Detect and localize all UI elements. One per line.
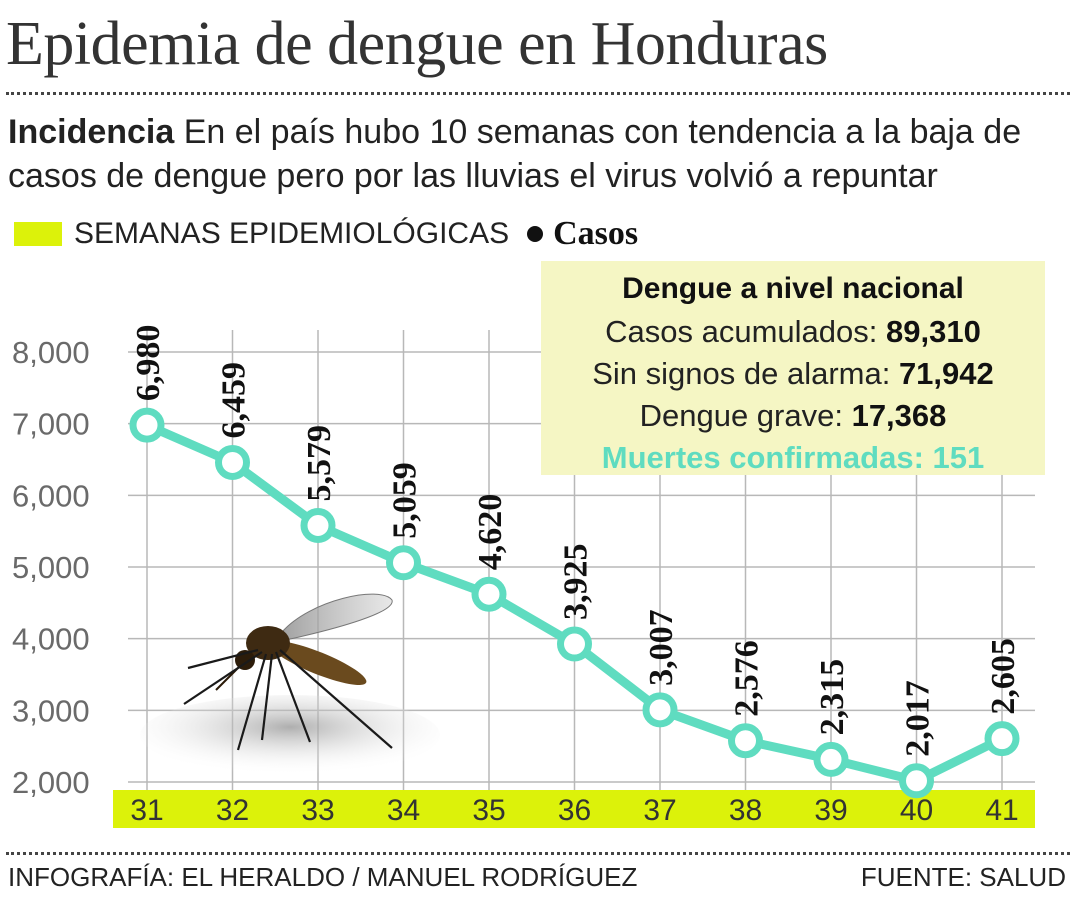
data-point: [386, 545, 421, 581]
data-point: [215, 444, 250, 480]
legend-weeks-swatch: [14, 222, 62, 246]
data-point: [557, 626, 592, 662]
severe-label: Dengue grave:: [639, 398, 852, 433]
y-tick-label: 4,000: [12, 622, 90, 657]
no-alarm-value: 71,942: [898, 356, 994, 391]
x-tick-label: 31: [130, 794, 163, 827]
mosquito-leg: [236, 653, 268, 751]
mosquito-leg: [183, 651, 263, 705]
data-label: 5,059: [387, 462, 424, 539]
summary-accumulated: Casos acumulados: 89,310: [541, 311, 1045, 353]
week-band: [113, 790, 1035, 828]
data-label: 4,620: [472, 494, 509, 571]
x-tick-label: 37: [643, 794, 676, 827]
mosquito-illustration: [140, 593, 440, 775]
title-divider: [6, 92, 1070, 95]
x-tick-label: 35: [472, 794, 505, 827]
footer-source: FUENTE: SALUD: [860, 862, 1066, 892]
data-label: 6,459: [216, 362, 253, 439]
x-tick-label: 34: [387, 794, 420, 827]
legend-cases-label: Casos: [553, 215, 639, 252]
subtitle-lead: Incidencia: [8, 113, 175, 151]
mosquito-shadow: [140, 695, 440, 775]
data-label: 2,576: [729, 640, 766, 717]
x-tick-label: 36: [558, 794, 591, 827]
data-label: 2,605: [985, 638, 1022, 715]
data-label: 6,980: [130, 325, 167, 402]
data-point: [642, 692, 678, 728]
x-tick-label: 33: [301, 794, 334, 827]
data-point: [471, 576, 507, 612]
y-tick-label: 2,000: [12, 765, 90, 800]
mosquito-leg: [187, 648, 259, 670]
data-label: 3,925: [558, 544, 595, 621]
footer-credit: INFOGRAFÍA: EL HERALDO / MANUEL RODRÍGUE…: [8, 862, 638, 892]
mosquito-wing: [281, 593, 393, 641]
x-tick-label: 39: [814, 794, 847, 827]
mosquito-thorax: [246, 626, 290, 660]
x-tick-label: 38: [729, 794, 762, 827]
accumulated-label: Casos acumulados:: [605, 314, 887, 349]
y-tick-label: 8,000: [12, 335, 90, 370]
data-point: [728, 723, 763, 759]
legend: SEMANAS EPIDEMIOLÓGICAS Casos: [14, 214, 638, 254]
x-tick-label: 32: [216, 794, 249, 827]
national-summary-box: Dengue a nivel nacional Casos acumulados…: [541, 261, 1045, 475]
data-label: 5,579: [301, 425, 338, 502]
data-label: 2,017: [900, 680, 937, 757]
x-tick-label: 40: [900, 794, 933, 827]
summary-deaths: Muertes confirmadas: 151: [601, 440, 985, 475]
legend-weeks-label: SEMANAS EPIDEMIOLÓGICAS: [74, 217, 510, 250]
y-tick-label: 7,000: [12, 407, 90, 442]
data-point: [129, 407, 165, 443]
y-tick-label: 3,000: [12, 693, 90, 728]
mosquito-leg: [260, 653, 274, 741]
subtitle-text: En el país hubo 10 semanas con tendencia…: [8, 113, 1022, 195]
accumulated-value: 89,310: [886, 314, 981, 349]
data-label: 3,007: [643, 609, 680, 686]
severe-value: 17,368: [851, 398, 947, 433]
data-point: [300, 508, 336, 544]
data-label: 2,315: [814, 659, 851, 736]
data-point: [984, 721, 1020, 757]
legend-cases-dot-icon: [527, 226, 544, 242]
y-tick-label: 5,000: [12, 550, 90, 585]
x-tick-label: 41: [985, 794, 1018, 827]
y-tick-label: 6,000: [12, 478, 90, 513]
footer-divider: [6, 852, 1070, 855]
summary-no-alarm: Sin signos de alarma: 71,942: [541, 353, 1045, 395]
mosquito-abdomen: [269, 641, 367, 685]
mosquito-leg: [279, 649, 393, 749]
data-point: [899, 763, 934, 799]
summary-title: Dengue a nivel nacional: [622, 272, 964, 305]
no-alarm-label: Sin signos de alarma:: [592, 356, 899, 391]
summary-severe: Dengue grave: 17,368: [541, 395, 1045, 437]
chart-title: Epidemia de dengue en Honduras: [6, 10, 828, 78]
mosquito-leg: [274, 651, 312, 743]
data-point: [813, 741, 849, 777]
chart-subtitle: Incidencia En el país hubo 10 semanas co…: [8, 110, 1068, 198]
